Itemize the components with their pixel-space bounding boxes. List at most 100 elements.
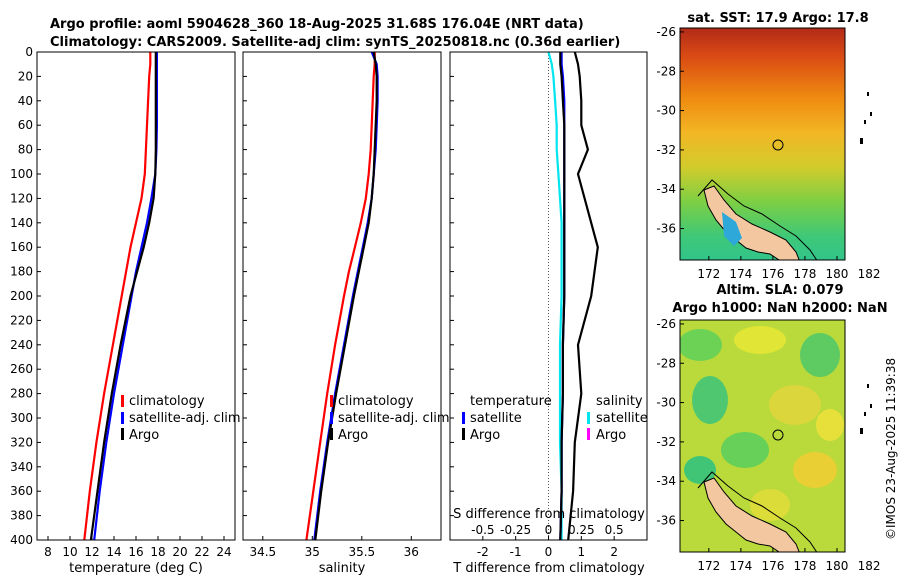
argo-position-marker (772, 429, 784, 441)
coastline-contour (697, 471, 818, 552)
x-tick-label: 16 (128, 545, 143, 559)
legend-label-climatology: climatology (129, 394, 205, 409)
y-tick-label: 160 (10, 240, 33, 254)
sla-map: Altim. SLA: 0.079 Argo h1000: NaN h2000:… (656, 283, 887, 573)
map-y-tick-label: -36 (656, 222, 676, 236)
y-tick-label: 320 (10, 435, 33, 449)
legend-label-climatology: climatology (338, 394, 414, 409)
legend-label-argo: Argo (596, 428, 626, 443)
series-line-temperature-satellite (547, 51, 563, 540)
temperature-xlabel: temperature (deg C) (69, 561, 203, 576)
map-x-tick-label: 180 (826, 559, 849, 573)
legend-swatch-climatology (121, 395, 124, 407)
x-tick-label: 35 (305, 545, 320, 559)
legend-header-salinity: salinity (596, 394, 643, 409)
series-line-salinity-argo (559, 52, 566, 541)
y-tick-label: 260 (10, 362, 33, 376)
islands-marks (860, 92, 872, 144)
map-x-tick-label: 176 (761, 559, 784, 573)
x-tick-label: 22 (194, 545, 209, 559)
y-tick-label: 200 (10, 289, 33, 303)
sla-map-title1: Altim. SLA: 0.079 (717, 283, 844, 298)
legend-swatch-satellite (462, 412, 465, 424)
top-x-tick-label: 0.5 (605, 523, 624, 537)
legend-swatch-climatology (330, 395, 333, 407)
map-y-tick-label: -36 (656, 514, 676, 528)
figure-title-line2: Climatology: CARS2009. Satellite-adj cli… (50, 35, 620, 50)
series-line-climatology (305, 52, 376, 541)
top-x-tick-label: -0.25 (500, 523, 531, 537)
timestamp-stamp: ©IMOS 23-Aug-2025 11:39:38 (884, 358, 898, 540)
map-y-tick-label: -26 (656, 25, 676, 39)
x-tick-label: 10 (62, 545, 77, 559)
coast-water (722, 212, 742, 246)
x-tick-label: -2 (477, 545, 489, 559)
legend-swatch-satellite (587, 412, 590, 424)
x-tick-label: 36 (404, 545, 419, 559)
legend-label-satellite: satellite-adj. clim (338, 411, 450, 426)
legend-label-argo: Argo (129, 428, 159, 443)
series-line-climatology (83, 52, 152, 541)
sla-map-title2: Argo h1000: NaN h2000: NaN (672, 301, 887, 316)
y-tick-label: 0 (25, 45, 33, 59)
figure-title-line1: Argo profile: aoml 5904628_360 18-Aug-20… (50, 17, 584, 32)
x-tick-label: 35.5 (348, 545, 375, 559)
y-tick-label: 340 (10, 460, 33, 474)
x-tick-label: 1 (578, 545, 586, 559)
map-x-tick-label: 178 (793, 559, 816, 573)
sst-map-title: sat. SST: 17.9 Argo: 17.8 (687, 11, 868, 26)
legend-swatch-satellite (330, 412, 333, 424)
difference-top-xlabel: S difference from climatology (453, 507, 645, 522)
map-y-tick-label: -28 (656, 64, 676, 78)
y-tick-label: 220 (10, 313, 33, 327)
y-tick-label: 100 (10, 167, 33, 181)
legend-label-satellite: satellite (470, 411, 522, 426)
x-tick-label: 2 (610, 545, 618, 559)
difference-xlabel: T difference from climatology (452, 561, 645, 576)
legend-label-satellite: satellite (596, 411, 648, 426)
legend-label-satellite: satellite-adj. clim (129, 411, 241, 426)
temperature-panel: 0 20 40 60 80 100 120 140 160 180 200 220 240 260 280 3… (10, 45, 241, 576)
top-x-tick-label: -0.5 (471, 523, 494, 537)
salinity-legend: climatology satellite-adj. clim Argo (330, 394, 450, 443)
map-y-tick-label: -34 (656, 474, 676, 488)
legend-header-temperature: temperature (470, 394, 552, 409)
y-tick-label: 80 (18, 143, 33, 157)
y-tick-label: 20 (18, 69, 33, 83)
x-tick-label: 20 (172, 545, 187, 559)
land-mass (703, 477, 800, 552)
y-tick-label: 280 (10, 387, 33, 401)
map-y-tick-label: -30 (656, 396, 676, 410)
map-x-tick-label: 172 (697, 559, 720, 573)
difference-legend-salinity: salinity satellite Argo (587, 394, 648, 443)
legend-label-argo: Argo (470, 428, 500, 443)
map-y-tick-label: -28 (656, 356, 676, 370)
map-y-tick-label: -26 (656, 317, 676, 331)
sst-map: sat. SST: 17.9 Argo: 17.8 -26 -28 -30 -32 -3… (656, 11, 880, 281)
map-x-tick-label: 176 (761, 267, 784, 281)
top-x-tick-label: 0.25 (568, 523, 595, 537)
map-x-tick-label: 174 (729, 559, 752, 573)
map-y-tick-label: -34 (656, 182, 676, 196)
x-tick-label: 24 (216, 545, 231, 559)
x-tick-label: 14 (106, 545, 121, 559)
y-tick-label: 60 (18, 118, 33, 132)
difference-panel: -2 -1 0 1 2 -0.5 -0.25 0 0.25 0.5 S difference f… (449, 51, 648, 576)
map-x-tick-label: 182 (858, 267, 881, 281)
legend-swatch-satellite (121, 412, 124, 424)
y-tick-label: 240 (10, 338, 33, 352)
y-tick-label: 40 (18, 94, 33, 108)
y-tick-label: 360 (10, 484, 33, 498)
y-tick-label: 300 (10, 411, 33, 425)
x-tick-label: -1 (510, 545, 522, 559)
y-tick-label: 400 (10, 533, 33, 547)
y-tick-label: 180 (10, 265, 33, 279)
series-line-argo (89, 52, 157, 541)
top-x-tick-label: 0 (545, 523, 553, 537)
legend-swatch-argo (121, 428, 124, 440)
series-line-temperature-argo (567, 51, 599, 541)
map-y-tick-label: -30 (656, 104, 676, 118)
coastline-contour (697, 179, 818, 260)
x-tick-label: 8 (44, 545, 52, 559)
